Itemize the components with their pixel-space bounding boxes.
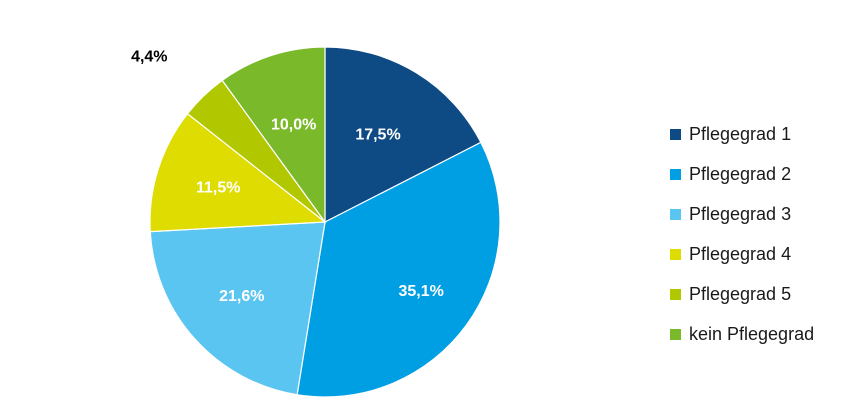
- legend-item-pflegegrad-1: Pflegegrad 1: [670, 114, 840, 154]
- pie-data-label: 17,5%: [355, 127, 400, 144]
- legend-item-kein-pflegegrad: kein Pflegegrad: [670, 314, 840, 354]
- legend-item-pflegegrad-2: Pflegegrad 2: [670, 154, 840, 194]
- pie-data-label: 21,6%: [219, 288, 264, 305]
- legend-label: Pflegegrad 5: [689, 283, 792, 304]
- legend-label: Pflegegrad 2: [689, 163, 792, 184]
- legend-label: Pflegegrad 4: [689, 243, 792, 264]
- pie-slices: [149, 46, 501, 398]
- legend-label: Pflegegrad 3: [689, 203, 792, 224]
- pie-slice-pflegegrad-3: [149, 221, 326, 396]
- legend-swatch: [670, 168, 681, 180]
- pie-data-labels: 17,5% 35,1% 21,6% 11,5% 4,4% 10,0%: [131, 49, 444, 306]
- pie-slice-pflegegrad-2: [296, 141, 501, 398]
- pie-data-label: 4,4%: [131, 49, 167, 66]
- legend-swatch: [670, 208, 681, 220]
- legend-item-pflegegrad-5: Pflegegrad 5: [670, 274, 840, 314]
- legend-label: Pflegegrad 1: [689, 123, 792, 144]
- legend-item-pflegegrad-4: Pflegegrad 4: [670, 234, 840, 274]
- pie-data-label: 11,5%: [196, 180, 240, 197]
- legend-swatch: [670, 248, 681, 260]
- pie-data-label: 10,0%: [271, 117, 316, 134]
- legend-label: kein Pflegegrad: [689, 323, 815, 344]
- pie-slice-pflegegrad-4: [149, 112, 327, 233]
- pie-data-label: 35,1%: [399, 283, 444, 300]
- legend-swatch: [670, 288, 681, 300]
- pie-slice-pflegegrad-1: [324, 46, 482, 223]
- legend-item-pflegegrad-3: Pflegegrad 3: [670, 194, 840, 234]
- legend-swatch: [670, 328, 681, 340]
- legend: Pflegegrad 1 Pflegegrad 2 Pflegegrad 3 P…: [670, 114, 840, 354]
- pie-slice-kein-pflegegrad: [221, 46, 326, 224]
- legend-swatch: [670, 128, 681, 140]
